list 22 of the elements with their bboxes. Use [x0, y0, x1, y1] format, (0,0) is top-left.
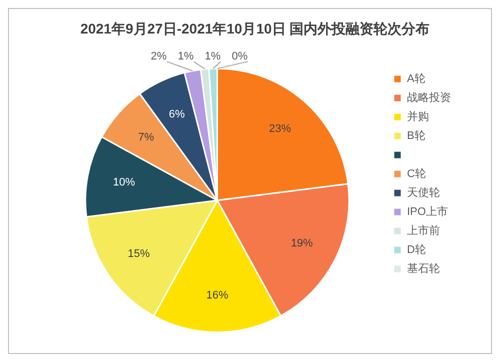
legend-label: B轮: [407, 130, 426, 142]
chart-title: 2021年9月27日-2021年10月10日 国内外投融资轮次分布: [80, 20, 430, 36]
data-label: 6%: [168, 108, 185, 121]
data-label: 16%: [206, 289, 228, 302]
legend-label: IPO上市: [407, 205, 448, 218]
data-label: 19%: [290, 238, 314, 250]
data-label: 15%: [128, 248, 150, 260]
data-label: 2%: [150, 50, 167, 63]
legend-label: 基石轮: [407, 262, 440, 276]
data-label: 7%: [138, 132, 154, 144]
legend-label: 天使轮: [407, 187, 440, 200]
legend-label: 上市前: [407, 224, 440, 238]
legend-label: 战略投资: [407, 92, 451, 104]
data-label: 23%: [269, 123, 292, 136]
text: 0%: [232, 50, 248, 63]
data-label: 1%: [204, 50, 221, 63]
legend-label: A轮: [407, 73, 426, 86]
data-label: 10%: [112, 176, 136, 189]
data-label: 1%: [178, 50, 194, 63]
legend-label: D轮: [407, 244, 426, 256]
legend-label: 并购: [407, 110, 429, 124]
legend-label: C轮: [407, 168, 426, 180]
